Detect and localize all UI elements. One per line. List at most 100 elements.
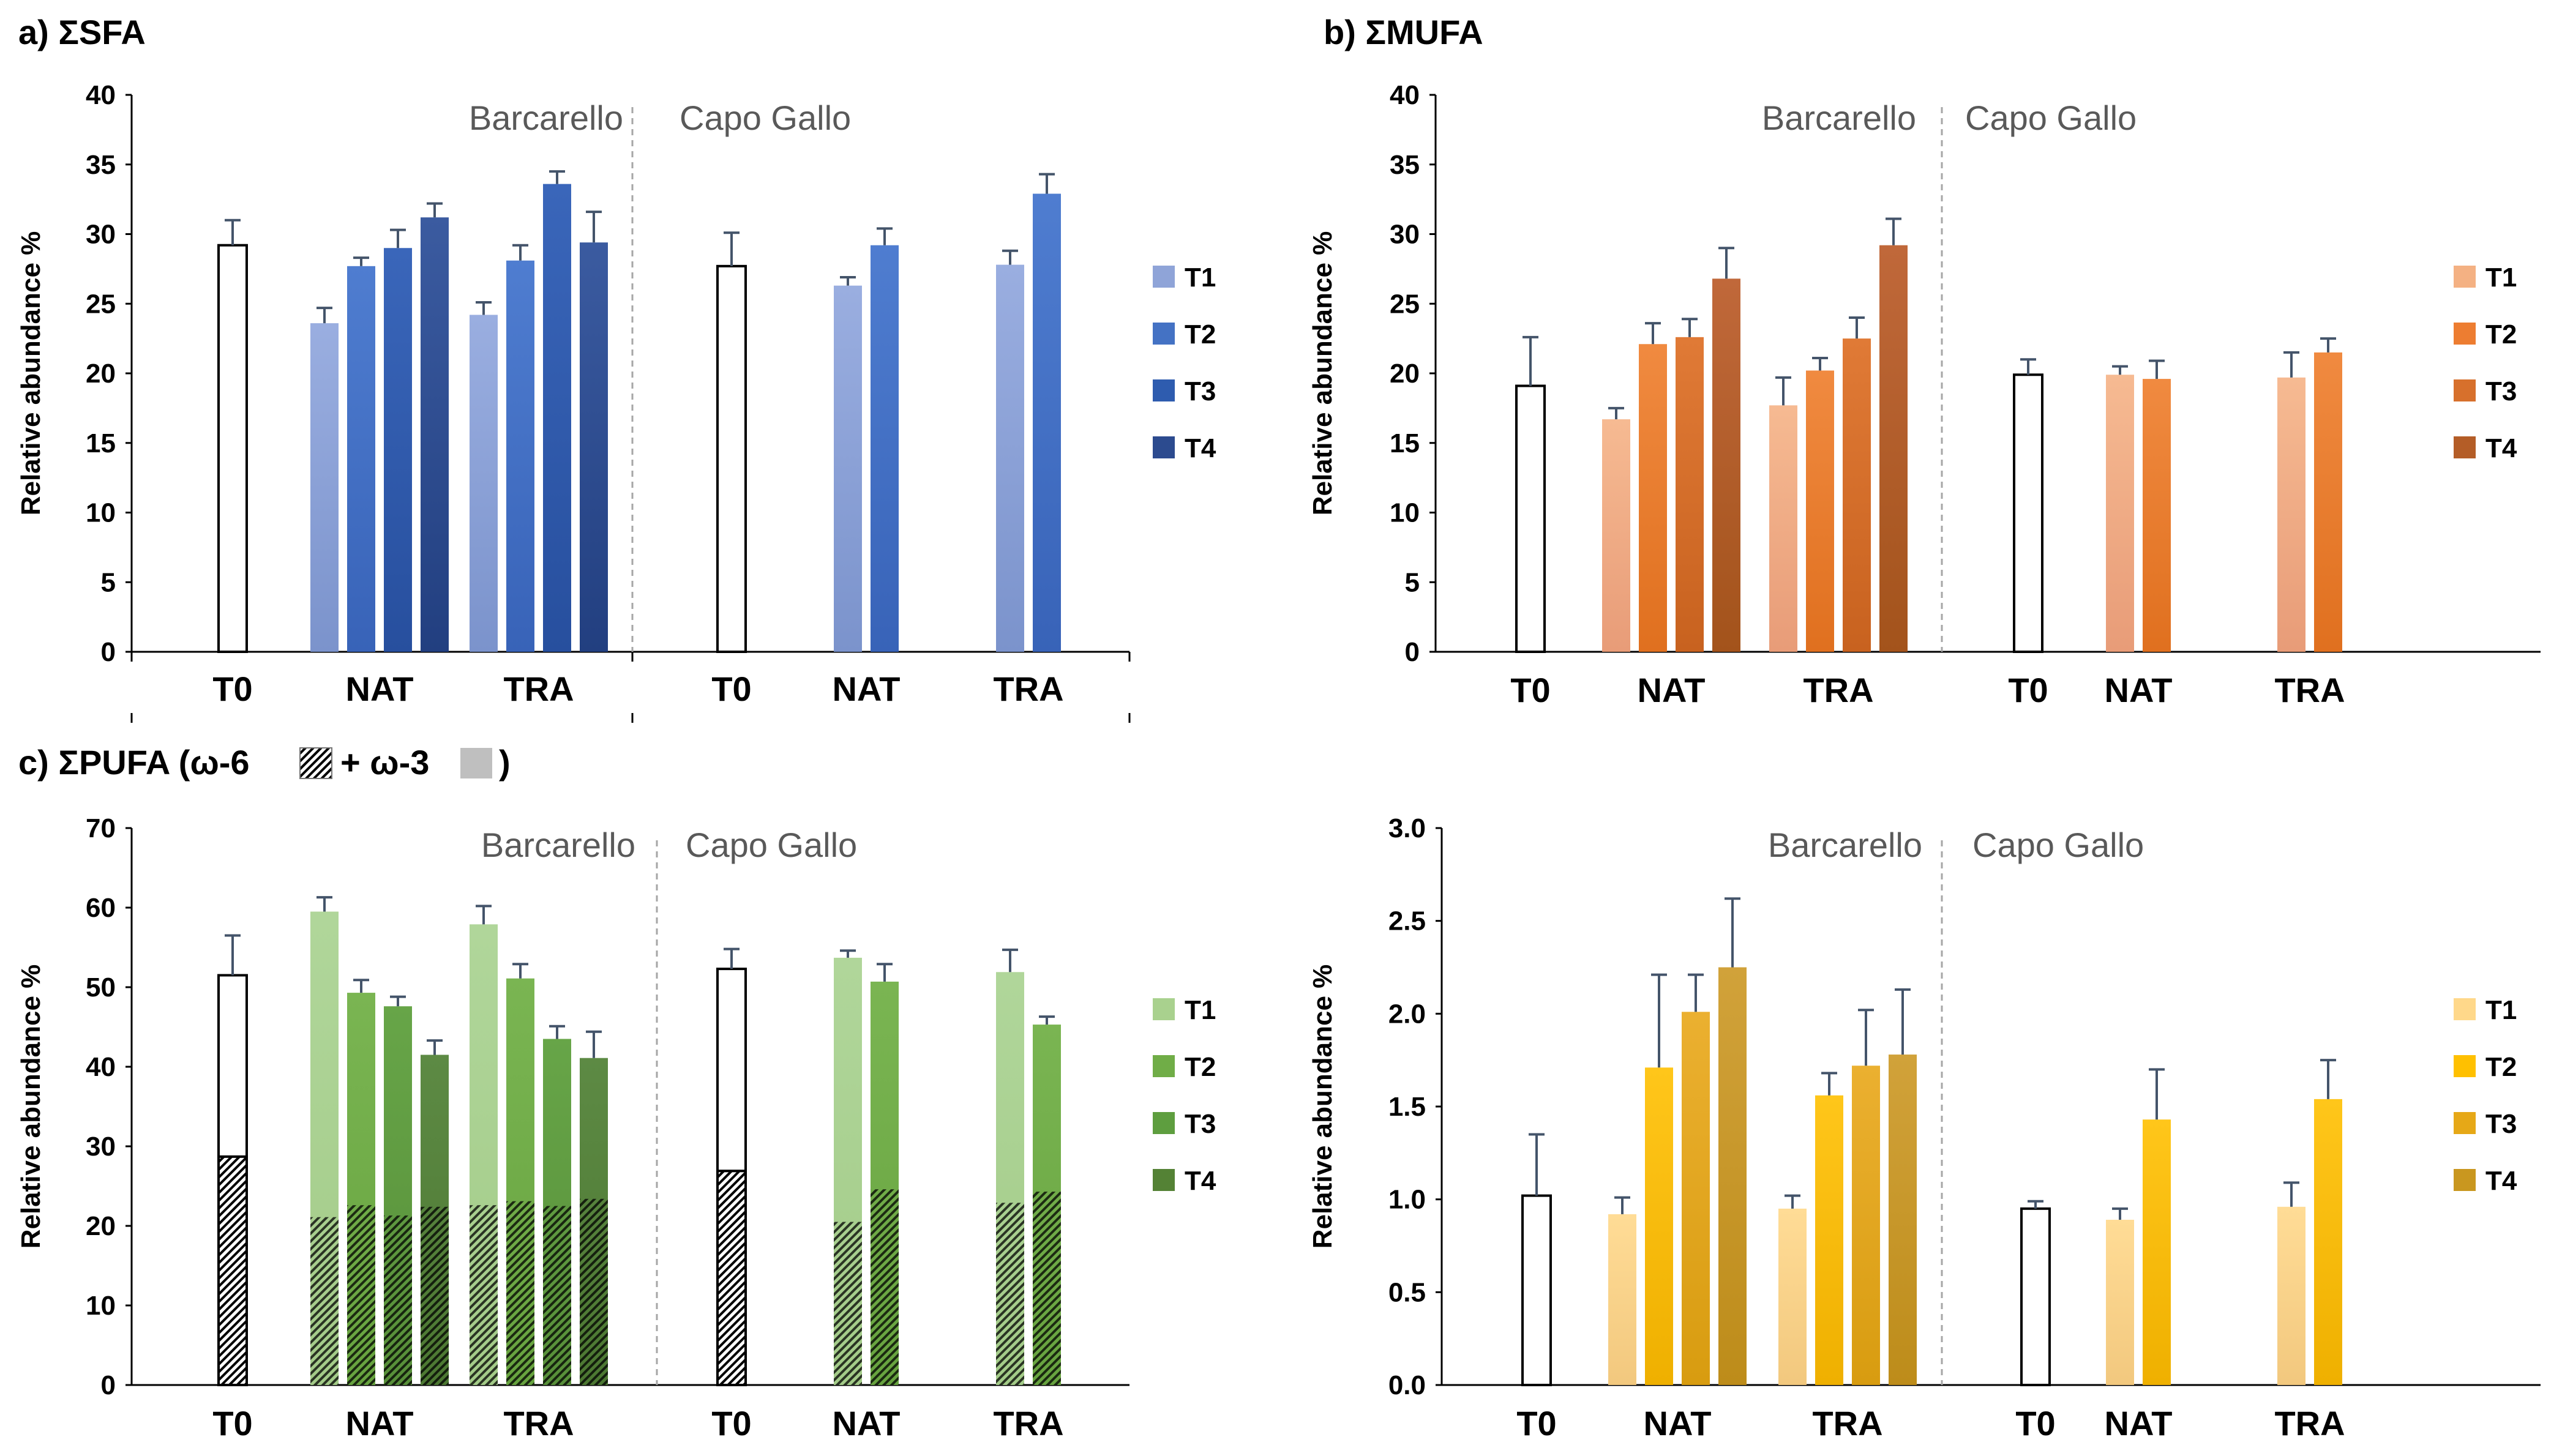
x-category-label: T0: [2015, 1404, 2055, 1443]
x-category-label: TRA: [1803, 671, 1873, 709]
y-tick-label: 30: [86, 1132, 116, 1162]
bar-barcarello-nat-t2: [347, 266, 375, 652]
y-tick-label: 40: [86, 80, 116, 110]
y-tick-label: 15: [86, 428, 116, 458]
sfa-chart: 0 5 10 15 20 25 30 35 40 Relative abundance % Barc…: [16, 80, 1216, 723]
x-category-label: TRA: [503, 670, 574, 708]
bar-capo-gallo-nat-t1: [834, 285, 862, 652]
y-tick-label: 0.5: [1388, 1277, 1426, 1307]
bar-capo-gallo-t0-t0: [716, 264, 747, 653]
bar-barcarello-tra-t4: [1879, 245, 1908, 652]
y-tick-label: 30: [86, 220, 116, 250]
panel-c-title-close: ): [499, 743, 511, 782]
y-tick-label: 20: [1390, 359, 1420, 389]
bar-barcarello-tra-t4: [580, 242, 608, 652]
y-tick-label: 1.5: [1388, 1092, 1426, 1122]
legend-swatch: [1153, 266, 1175, 288]
legend-swatch: [2454, 1112, 2476, 1134]
y-tick-label: 50: [86, 973, 116, 1002]
legend-label: T4: [1185, 433, 1216, 463]
x-category-label: TRA: [2274, 671, 2345, 709]
bar-barcarello-tra-t3: [543, 184, 571, 652]
omega3-key-swatch: [460, 748, 492, 778]
bar-capo-gallo-tra-t1-omega6: [996, 1203, 1024, 1385]
legend-label: T1: [1185, 995, 1216, 1025]
bar-barcarello-tra-t2: [506, 260, 534, 652]
legend-label: T4: [2485, 1166, 2517, 1196]
pufa-chart: 0 10 20 30 40 50 60 70 Relative abundance % Barca…: [16, 813, 1216, 1443]
bar-barcarello-nat-t3-omega6: [384, 1215, 412, 1385]
legend-swatch: [2454, 1169, 2476, 1191]
legend-swatch: [2454, 323, 2476, 345]
legend-label: T1: [2485, 263, 2517, 293]
omega6-key-swatch: [299, 747, 332, 779]
y-tick-label: 70: [86, 813, 116, 843]
y-tick-label: 10: [86, 498, 116, 528]
y-tick-label: 2.5: [1388, 906, 1426, 936]
x-category-label: TRA: [503, 1404, 574, 1443]
legend-swatch: [2454, 436, 2476, 458]
bar-capo-gallo-nat-t1-omega6: [834, 1222, 862, 1385]
legend-swatch: [2454, 998, 2476, 1020]
x-category-label: NAT: [833, 1404, 901, 1443]
y-tick-label: 25: [86, 289, 116, 319]
y-axis-label: Relative abundance %: [16, 231, 46, 516]
bar-capo-gallo-tra-t2-omega6: [1033, 1192, 1061, 1385]
bar-barcarello-tra-t3: [1843, 338, 1871, 652]
y-tick-label: 1.0: [1388, 1185, 1426, 1215]
site-label-capo-gallo: Capo Gallo: [1972, 826, 2144, 864]
bar-capo-gallo-tra-t1: [996, 264, 1024, 652]
bar-barcarello-nat-t4: [421, 217, 449, 652]
legend-swatch: [2454, 379, 2476, 401]
y-tick-label: 40: [1390, 80, 1420, 110]
bar-barcarello-nat-t1: [310, 323, 339, 652]
y-tick-label: 0: [101, 1370, 116, 1400]
bar-barcarello-t0-t0-omega6: [217, 1155, 248, 1387]
bar-barcarello-tra-t2-omega6: [506, 1201, 534, 1385]
legend-label: T2: [1185, 319, 1216, 349]
bar-barcarello-tra-t1: [1778, 1208, 1807, 1385]
bar-barcarello-nat-t1-omega6: [310, 1217, 339, 1385]
bar-barcarello-nat-t4: [1712, 278, 1740, 652]
bar-capo-gallo-t0-t0-omega3: [716, 968, 747, 1173]
x-category-label: TRA: [993, 1404, 1063, 1443]
y-tick-label: 5: [101, 567, 116, 597]
y-tick-label: 20: [86, 1211, 116, 1241]
legend-swatch: [2454, 266, 2476, 288]
bar-barcarello-tra-t1: [1769, 405, 1797, 652]
x-category-label: TRA: [993, 670, 1063, 708]
legend-swatch: [1153, 323, 1175, 345]
x-category-label: NAT: [2105, 1404, 2173, 1443]
y-tick-label: 3.0: [1388, 813, 1426, 843]
y-tick-label: 0: [1405, 637, 1420, 667]
legend-label: T2: [2485, 319, 2517, 349]
x-category-label: T0: [212, 670, 252, 708]
bar-barcarello-nat-t1: [1602, 419, 1630, 652]
panel-a-title: a) ΣSFA: [18, 13, 146, 51]
bar-capo-gallo-t0-t0-omega6: [716, 1170, 747, 1387]
bar-barcarello-tra-t2: [1815, 1095, 1843, 1385]
bar-barcarello-nat-t2: [1645, 1067, 1673, 1385]
bar-barcarello-tra-t1: [470, 315, 498, 652]
bar-capo-gallo-nat-t2-omega6: [871, 1189, 899, 1385]
x-category-label: NAT: [346, 670, 414, 708]
x-category-label: NAT: [346, 1404, 414, 1443]
bar-capo-gallo-tra-t2: [2314, 352, 2342, 652]
y-tick-label: 20: [86, 359, 116, 389]
bar-capo-gallo-tra-t2: [2314, 1099, 2342, 1385]
y-tick-label: 35: [86, 150, 116, 180]
bar-capo-gallo-tra-t1: [2277, 1206, 2305, 1385]
bar-barcarello-nat-t4: [1718, 967, 1747, 1385]
y-tick-label: 5: [1405, 567, 1420, 597]
bar-barcarello-tra-t4-omega6: [580, 1198, 608, 1385]
x-category-label: T0: [711, 1404, 751, 1443]
panel-c-title: c) ΣPUFA (ω-6: [18, 743, 250, 782]
site-label-capo-gallo: Capo Gallo: [686, 826, 857, 864]
y-tick-label: 0.0: [1388, 1370, 1426, 1400]
site-label-barcarello: Barcarello: [1762, 99, 1916, 137]
legend-swatch: [2454, 1055, 2476, 1077]
bar-barcarello-nat-t1: [1608, 1214, 1636, 1385]
x-category-label: T0: [1510, 671, 1550, 709]
bar-barcarello-tra-t1-omega6: [470, 1205, 498, 1385]
